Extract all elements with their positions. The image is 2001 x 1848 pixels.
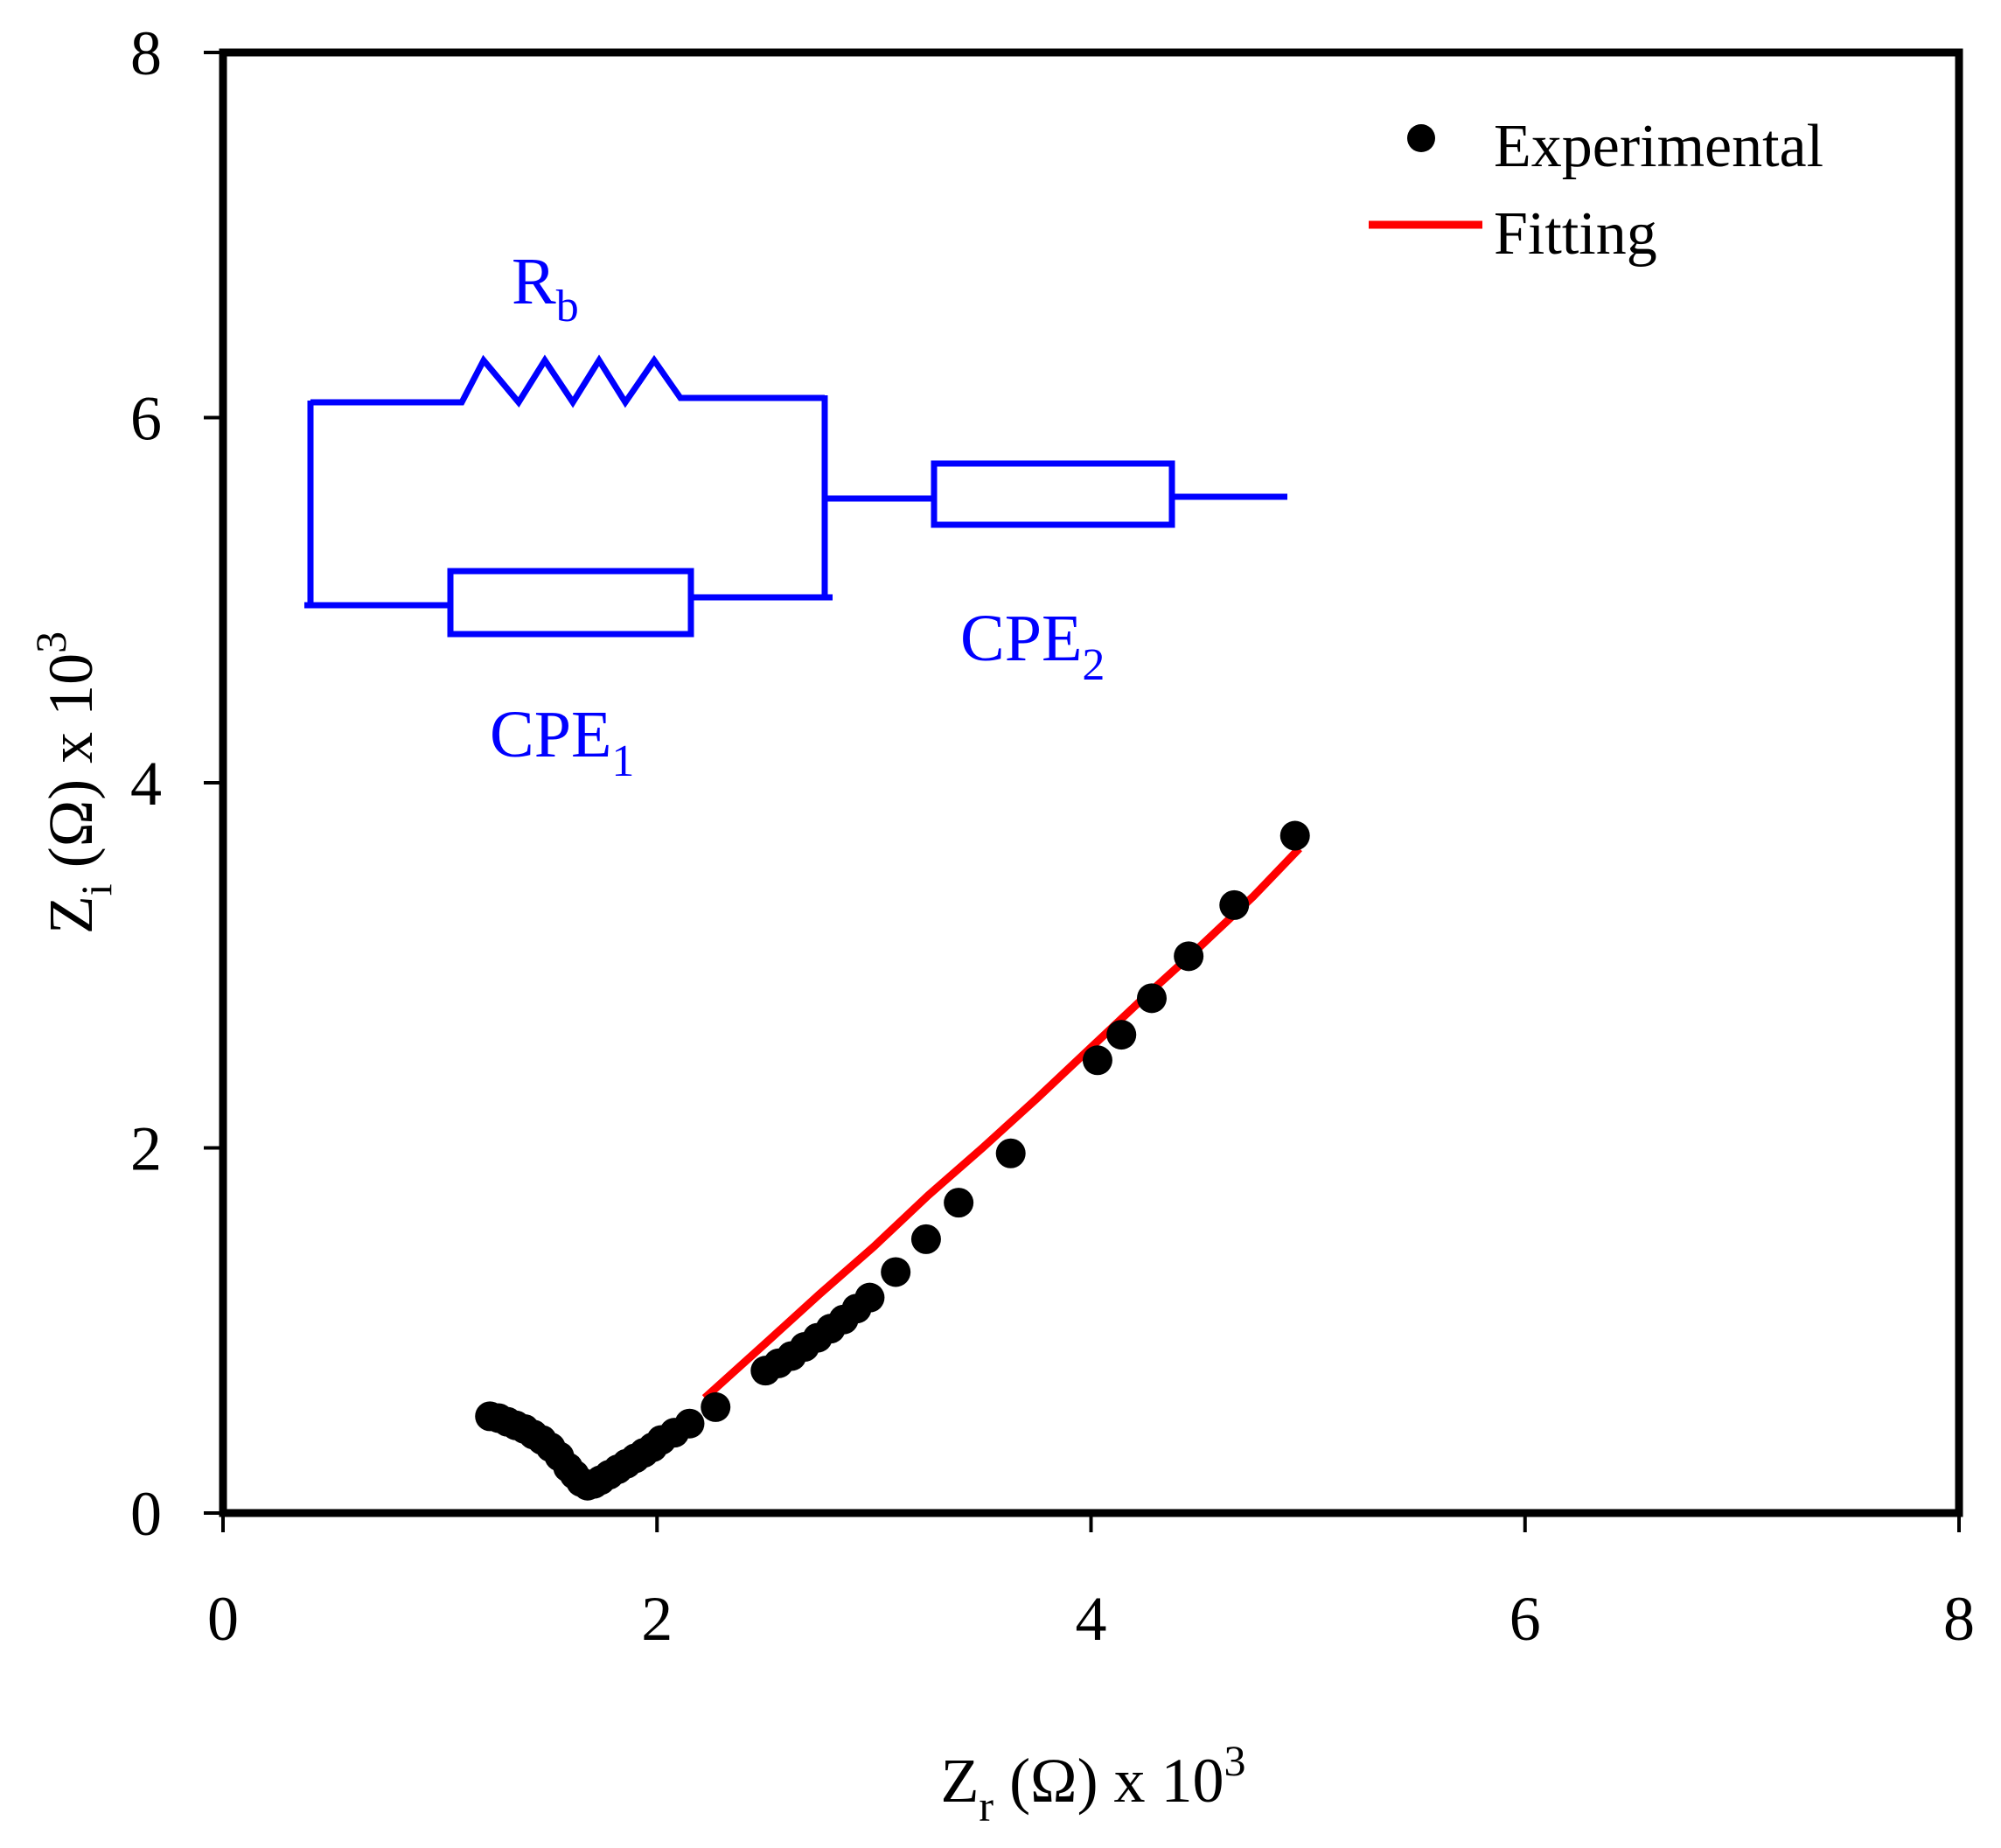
cpe1-symbol bbox=[447, 568, 694, 638]
experimental-point bbox=[701, 1391, 731, 1422]
x-axis-ticks: 0 2 4 6 8 bbox=[207, 1513, 1975, 1654]
cpe2-label-main: CPE bbox=[960, 602, 1082, 675]
experimental-series bbox=[475, 820, 1310, 1501]
experimental-point bbox=[1174, 941, 1204, 972]
y-tick-label: 6 bbox=[130, 384, 162, 454]
experimental-point bbox=[674, 1408, 705, 1439]
y-axis-title-rest: (Ω) x 10 bbox=[36, 653, 106, 883]
experimental-point bbox=[1279, 820, 1310, 851]
x-axis-title-rest: (Ω) x 10 bbox=[994, 1746, 1224, 1816]
y-axis-title-main: Z bbox=[36, 896, 106, 934]
resistor-rb-label-main: R bbox=[512, 245, 556, 318]
x-axis-title-sup: 3 bbox=[1224, 1736, 1246, 1785]
legend-label-fitting: Fitting bbox=[1494, 200, 1657, 268]
x-tick-label: 4 bbox=[1076, 1584, 1107, 1654]
y-tick-label: 0 bbox=[130, 1479, 162, 1549]
experimental-point bbox=[1082, 1045, 1112, 1076]
cpe2-label-sub: 2 bbox=[1082, 640, 1105, 690]
y-axis-title: Zi (Ω) x 103 bbox=[26, 631, 121, 934]
cpe1-label-sub: 1 bbox=[611, 736, 634, 786]
x-tick-label: 0 bbox=[207, 1584, 239, 1654]
experimental-point bbox=[881, 1257, 911, 1287]
y-axis-title-sup: 3 bbox=[26, 631, 75, 653]
cpe2-symbol bbox=[931, 460, 1175, 528]
experimental-point bbox=[944, 1188, 974, 1218]
experimental-point bbox=[910, 1224, 941, 1254]
cpe1-label: CPE1 bbox=[490, 698, 634, 786]
fitting-series bbox=[701, 846, 1302, 1401]
cpe1-label-main: CPE bbox=[490, 698, 611, 771]
equivalent-circuit bbox=[304, 354, 1287, 638]
x-axis-title: Zr (Ω) x 103 bbox=[940, 1736, 1245, 1831]
y-axis-title-sub: i bbox=[72, 883, 121, 896]
x-axis-title-main: Z bbox=[940, 1746, 979, 1816]
x-tick-label: 6 bbox=[1509, 1584, 1541, 1654]
x-axis-title-sub: r bbox=[979, 1782, 994, 1831]
resistor-rb-label: Rb bbox=[512, 245, 579, 331]
x-tick-label: 2 bbox=[641, 1584, 673, 1654]
y-tick-label: 8 bbox=[130, 18, 162, 88]
resistor-rb-label-sub: b bbox=[556, 282, 579, 331]
legend: Experimental Fitting bbox=[1369, 113, 1823, 268]
fitting-line bbox=[701, 846, 1302, 1401]
resistor-rb-symbol bbox=[310, 354, 825, 408]
y-axis-ticks: 0 2 4 6 8 bbox=[130, 18, 223, 1549]
experimental-point bbox=[1136, 983, 1167, 1014]
legend-label-experimental: Experimental bbox=[1494, 113, 1823, 180]
cpe2-label: CPE2 bbox=[960, 602, 1105, 690]
experimental-point bbox=[995, 1138, 1026, 1168]
experimental-point bbox=[1106, 1020, 1137, 1050]
x-tick-label: 8 bbox=[1943, 1584, 1975, 1654]
legend-marker-experimental bbox=[1407, 124, 1435, 152]
y-tick-label: 4 bbox=[130, 749, 162, 819]
y-tick-label: 2 bbox=[130, 1114, 162, 1184]
plot-frame bbox=[219, 48, 1963, 1517]
experimental-point bbox=[1219, 889, 1250, 920]
experimental-point bbox=[854, 1282, 885, 1313]
